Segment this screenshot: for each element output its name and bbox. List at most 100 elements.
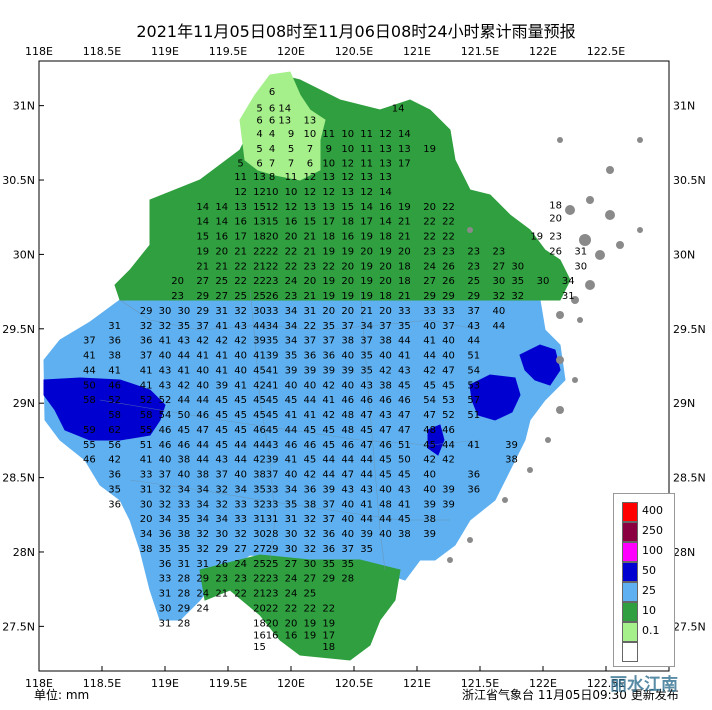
grid-value: 27	[253, 544, 266, 555]
grid-value: 45	[360, 425, 373, 436]
grid-value: 5	[288, 144, 294, 155]
grid-value: 23	[285, 291, 298, 302]
grid-value: 21	[304, 232, 317, 243]
grid-value: 38	[304, 499, 317, 510]
lon-tick-top: 121.5E	[461, 45, 499, 58]
grid-value: 42	[196, 336, 209, 347]
grid-value: 33	[442, 306, 455, 317]
grid-value: 46	[379, 395, 392, 406]
grid-value: 22	[266, 246, 279, 257]
grid-value: 46	[159, 425, 172, 436]
grid-value: 41	[196, 351, 209, 362]
grid-value: 21	[253, 261, 266, 272]
grid-value: 51	[140, 440, 153, 451]
grid-value: 40	[442, 336, 455, 347]
grid-value: 33	[266, 484, 279, 495]
grid-value: 48	[379, 499, 392, 510]
lat-tick-right: 29N	[673, 397, 695, 410]
grid-value: 34	[215, 514, 228, 525]
grid-value: 35	[285, 351, 298, 362]
grid-value: 51	[398, 440, 411, 451]
grid-value: 19	[360, 291, 373, 302]
longitude-tick-labels: 118E 118E 118.5E 118.5E 119E 119E 119.5E 119.5E…	[25, 45, 625, 690]
grid-value: 43	[215, 455, 228, 466]
grid-value: 21	[304, 246, 317, 257]
grid-value: 22	[253, 246, 266, 257]
lon-tick-bottom: 120E	[277, 677, 305, 690]
grid-value: 10	[322, 159, 335, 170]
grid-value: 45	[379, 470, 392, 481]
grid-value: 41	[140, 365, 153, 376]
grid-value: 38	[196, 470, 209, 481]
grid-value: 18	[322, 642, 335, 653]
region-heavy-east	[469, 374, 521, 421]
lon-tick-bottom: 121E	[403, 677, 431, 690]
grid-value: 41	[266, 380, 279, 391]
grid-value: 53	[442, 395, 455, 406]
lat-tick-right: 30N	[673, 248, 695, 261]
grid-value: 22	[285, 246, 298, 257]
grid-value: 17	[398, 159, 411, 170]
grid-value: 37	[83, 336, 96, 347]
grid-value: 21	[398, 232, 411, 243]
grid-value: 12	[341, 159, 354, 170]
grid-value: 42	[423, 365, 436, 376]
grid-value: 9	[288, 129, 294, 140]
grid-value: 33	[140, 470, 153, 481]
grid-value: 44	[196, 455, 209, 466]
grid-value: 35	[360, 544, 373, 555]
grid-value: 23	[171, 291, 184, 302]
grid-value: 18	[253, 618, 266, 629]
grid-value: 34	[285, 336, 298, 347]
grid-value: 15	[253, 202, 266, 213]
grid-value: 47	[379, 425, 392, 436]
grid-value: 45	[398, 470, 411, 481]
grid-value: 36	[322, 544, 335, 555]
grid-value: 6	[269, 104, 275, 115]
grid-value: 42	[253, 380, 266, 391]
grid-value: 36	[467, 484, 480, 495]
grid-value: 46	[159, 440, 172, 451]
grid-value: 13	[360, 172, 373, 183]
grid-value: 36	[108, 499, 121, 510]
grid-value: 31	[215, 306, 228, 317]
grid-value: 47	[398, 425, 411, 436]
grid-value: 35	[360, 365, 373, 376]
grid-value: 44	[341, 455, 354, 466]
grid-value: 34	[178, 484, 191, 495]
grid-value: 24	[196, 603, 209, 614]
grid-value: 40	[159, 351, 172, 362]
grid-value: 21	[304, 291, 317, 302]
grid-value: 40	[341, 499, 354, 510]
grid-value: 13	[322, 202, 335, 213]
grid-value: 45	[304, 425, 317, 436]
grid-value: 40	[423, 484, 436, 495]
grid-value: 19	[423, 144, 436, 155]
grid-value: 16	[341, 232, 354, 243]
grid-value: 38	[253, 470, 266, 481]
grid-value: 34	[285, 321, 298, 332]
grid-value: 30	[285, 544, 298, 555]
grid-value: 36	[140, 336, 153, 347]
grid-value: 35	[398, 321, 411, 332]
legend-swatch	[622, 622, 638, 642]
legend-label: 50	[642, 564, 656, 577]
grid-value: 27	[285, 559, 298, 570]
grid-value: 31	[140, 484, 153, 495]
grid-value: 10	[266, 187, 279, 198]
grid-value: 21	[234, 246, 247, 257]
grid-value: 52	[140, 395, 153, 406]
grid-value: 34	[196, 484, 209, 495]
grid-value: 22	[234, 261, 247, 272]
grid-value: 13	[253, 172, 266, 183]
grid-value: 24	[423, 261, 436, 272]
grid-value: 46	[341, 440, 354, 451]
grid-value: 25	[253, 291, 266, 302]
grid-value: 35	[322, 559, 335, 570]
grid-value: 17	[322, 217, 335, 228]
grid-value: 52	[442, 410, 455, 421]
grid-value: 38	[505, 455, 518, 466]
grid-value: 20	[285, 618, 298, 629]
grid-value: 15	[341, 202, 354, 213]
grid-value: 23	[423, 246, 436, 257]
